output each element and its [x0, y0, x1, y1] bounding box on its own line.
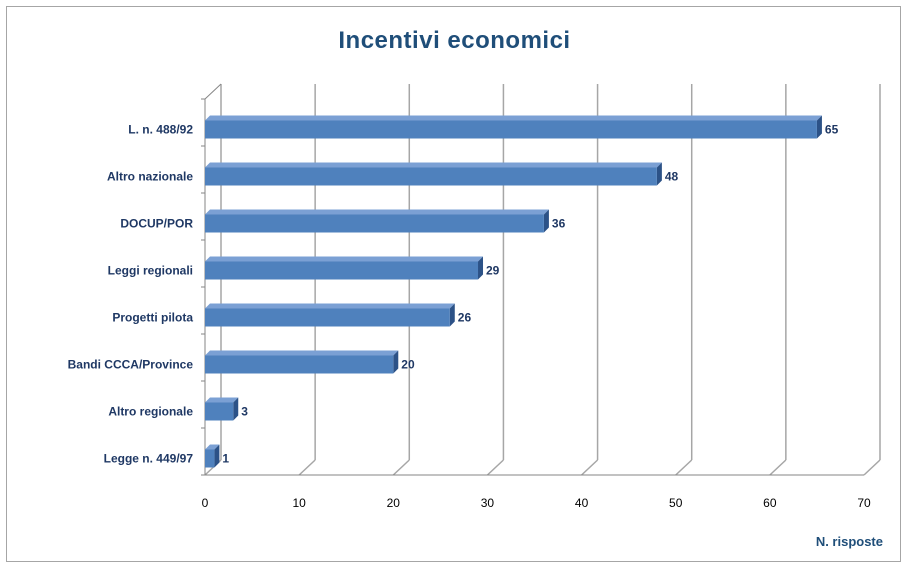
- x-tick-label: 50: [669, 496, 683, 510]
- bar-top: [205, 303, 455, 309]
- bar: [205, 402, 234, 421]
- y-axis-top: [204, 83, 222, 100]
- x-tick-label: 10: [292, 496, 306, 510]
- x-tick-label: 0: [202, 496, 209, 510]
- bar: [205, 308, 450, 327]
- x-tick-label: 70: [857, 496, 871, 510]
- chart-frame: [6, 6, 901, 562]
- category-label: Altro regionale: [108, 405, 193, 419]
- floor-gridline: [675, 459, 693, 476]
- bar: [205, 449, 215, 468]
- bar: [205, 355, 394, 374]
- data-label: 20: [401, 358, 415, 372]
- x-tick-label: 60: [763, 496, 777, 510]
- data-label: 26: [458, 311, 472, 325]
- bar-top: [205, 397, 239, 403]
- bar: [205, 261, 479, 280]
- x-axis-title: N. risposte: [815, 534, 883, 549]
- chart-title: Incentivi economici: [338, 27, 571, 54]
- bar: [205, 214, 544, 233]
- floor-gridline: [581, 459, 599, 476]
- category-label: Bandi CCCA/Province: [68, 358, 194, 372]
- x-tick-label: 30: [481, 496, 495, 510]
- bar-top: [205, 162, 662, 168]
- floor-gridline: [298, 459, 316, 476]
- category-label: DOCUP/POR: [120, 217, 193, 231]
- bar-top: [205, 350, 399, 356]
- bar-side: [543, 209, 549, 233]
- category-label: Leggi regionali: [108, 264, 193, 278]
- data-label: 1: [222, 452, 229, 466]
- floor-gridline: [863, 459, 881, 476]
- floor-gridline: [392, 459, 410, 476]
- data-label: 36: [552, 217, 566, 231]
- category-label: L. n. 488/92: [128, 123, 193, 137]
- category-label: Progetti pilota: [112, 311, 193, 325]
- bar-top: [205, 115, 822, 121]
- bar-side: [478, 256, 484, 280]
- data-label: 29: [486, 264, 500, 278]
- bar-side: [449, 303, 455, 327]
- bar-side: [393, 350, 399, 374]
- bar-side: [214, 444, 220, 468]
- data-label: 48: [665, 170, 679, 184]
- data-label: 65: [825, 123, 839, 137]
- bar-top: [205, 209, 549, 215]
- bar-side: [816, 115, 822, 139]
- data-label: 3: [241, 405, 248, 419]
- bar: [205, 120, 817, 139]
- x-tick-label: 40: [575, 496, 589, 510]
- bar-side: [233, 397, 239, 421]
- category-label: Legge n. 449/97: [104, 452, 194, 466]
- floor-gridline: [769, 459, 787, 476]
- bar-top: [205, 444, 220, 450]
- x-tick-label: 20: [387, 496, 401, 510]
- category-label: Altro nazionale: [107, 170, 193, 184]
- bar-top: [205, 256, 484, 262]
- bar: [205, 167, 657, 186]
- floor-gridline: [486, 459, 504, 476]
- bar-side: [656, 162, 662, 186]
